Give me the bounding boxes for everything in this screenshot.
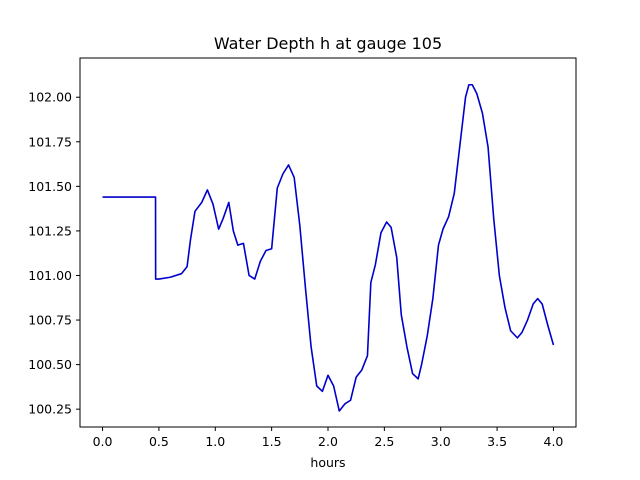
y-tick-label: 101.75 bbox=[28, 134, 72, 149]
y-tick-label: 100.50 bbox=[28, 357, 72, 372]
series-line-0 bbox=[102, 83, 555, 412]
x-tick-label: 3.0 bbox=[431, 434, 451, 449]
x-axis-label: hours bbox=[310, 455, 345, 470]
y-tick-label: 100.25 bbox=[28, 402, 72, 417]
y-tick-label: 101.00 bbox=[28, 268, 72, 283]
x-tick-label: 4.0 bbox=[544, 434, 564, 449]
x-tick-label: 3.5 bbox=[487, 434, 507, 449]
y-tick-label: 100.75 bbox=[28, 313, 72, 328]
x-tick-label: 1.0 bbox=[205, 434, 225, 449]
x-tick-label: 0.0 bbox=[93, 434, 113, 449]
x-tick-label: 2.5 bbox=[374, 434, 394, 449]
axes-frame bbox=[79, 57, 577, 428]
x-tick-label: 1.5 bbox=[262, 434, 282, 449]
y-tick-label: 102.00 bbox=[28, 90, 72, 105]
plot-area bbox=[102, 83, 555, 412]
axis-ticks: 0.0 0.5 1.0 1.5 2.0 2.5 3.0 3.5 4.0 100.25 100.50 1… bbox=[28, 90, 563, 449]
x-tick-label: 0.5 bbox=[149, 434, 169, 449]
x-tick-label: 2.0 bbox=[318, 434, 338, 449]
y-tick-label: 101.25 bbox=[28, 223, 72, 238]
y-tick-label: 101.50 bbox=[28, 179, 72, 194]
chart-title: Water Depth h at gauge 105 bbox=[214, 34, 442, 53]
